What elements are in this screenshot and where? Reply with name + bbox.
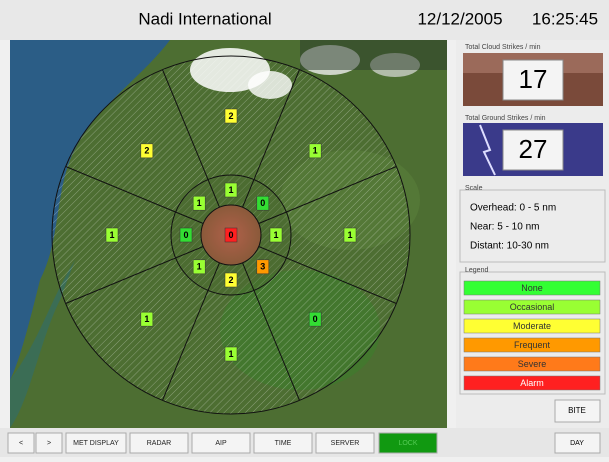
cloud-box — [502, 59, 564, 101]
sector-divider — [162, 262, 220, 401]
sector-count: 2 — [228, 275, 233, 285]
sector-count-box — [179, 227, 193, 243]
sector-count: 3 — [260, 262, 265, 272]
toolbar-button[interactable] — [65, 432, 127, 454]
scale-title: Scale — [465, 185, 483, 192]
sector-count-box — [192, 259, 206, 275]
sector-count-box — [308, 311, 322, 327]
toolbar-button[interactable] — [191, 432, 251, 454]
bite-button[interactable] — [554, 399, 601, 423]
legend-label: Severe — [518, 359, 547, 369]
sector-count: 1 — [347, 230, 352, 240]
day-label[interactable]: DAY — [570, 440, 584, 447]
time: 16:25:45 — [532, 9, 598, 28]
sector-count-box — [224, 227, 238, 243]
ground-count: 27 — [519, 134, 548, 164]
toolbar-button[interactable] — [378, 432, 438, 454]
sector-count: 1 — [313, 146, 318, 156]
sector-divider — [162, 69, 220, 208]
day-button[interactable] — [554, 432, 601, 454]
legend-title: Legend — [465, 267, 488, 274]
sector-divider — [242, 262, 300, 401]
sector-count-box — [308, 143, 322, 159]
sector-count: 2 — [144, 146, 149, 156]
cloud-count: 17 — [519, 64, 548, 94]
sector-count: 1 — [109, 230, 114, 240]
legend-box — [459, 271, 606, 395]
date: 12/12/2005 — [417, 9, 502, 28]
sector-count: 1 — [273, 230, 278, 240]
legend-label: Moderate — [513, 321, 551, 331]
scale-item: Distant: 10-30 nm — [470, 241, 549, 252]
legend-label: Alarm — [520, 378, 544, 388]
sector-count-box — [192, 195, 206, 211]
sector-count-box — [224, 108, 238, 124]
sector-divider — [242, 69, 300, 208]
sector-count: 0 — [183, 230, 188, 240]
toolbar-button[interactable] — [35, 432, 63, 454]
radar-overlay: 2 1 1 0 1 1 1 2 1 0 1 3 2 1 0 1 0 — [51, 55, 411, 415]
sector-count-box — [105, 227, 119, 243]
toolbar-button-label[interactable]: LOCK — [398, 440, 417, 447]
sector-count-box — [269, 227, 283, 243]
sector-count: 0 — [313, 314, 318, 324]
legend-swatch — [463, 280, 601, 296]
toolbar-button-label[interactable]: AIP — [215, 440, 227, 447]
sector-count: 1 — [197, 262, 202, 272]
ground-label: Total Ground Strikes / min — [465, 115, 546, 122]
title: Nadi International — [138, 9, 271, 28]
legend-swatch — [463, 337, 601, 353]
toolbar-button[interactable] — [129, 432, 189, 454]
sector-count: 0 — [228, 230, 233, 240]
legend-label: Frequent — [514, 340, 551, 350]
toolbar-button-label[interactable]: > — [47, 440, 51, 447]
toolbar-button-label[interactable]: SERVER — [331, 440, 360, 447]
legend-swatch — [463, 318, 601, 334]
sector-count-box — [256, 195, 270, 211]
sector-count-box — [140, 311, 154, 327]
sector-divider — [65, 166, 204, 224]
sector-count: 1 — [144, 314, 149, 324]
ground-box — [502, 129, 564, 171]
toolbar-button-label[interactable]: RADAR — [147, 440, 172, 447]
sector-divider — [258, 166, 397, 224]
legend-swatch — [463, 299, 601, 315]
sector-count-box — [140, 143, 154, 159]
toolbar-button-label[interactable]: < — [19, 440, 23, 447]
sector-count-box — [256, 259, 270, 275]
header-bar — [0, 0, 609, 40]
sector-count: 1 — [228, 185, 233, 195]
sector-count: 1 — [197, 198, 202, 208]
legend-label: Occasional — [510, 302, 555, 312]
cloud-label: Total Cloud Strikes / min — [465, 44, 541, 51]
bite-label[interactable]: BITE — [568, 406, 586, 415]
toolbar-button[interactable] — [253, 432, 313, 454]
sector-count-box — [224, 346, 238, 362]
toolbar-button[interactable] — [315, 432, 375, 454]
toolbar-button[interactable] — [7, 432, 35, 454]
toolbar-button-label[interactable]: MET DISPLAY — [73, 440, 119, 447]
sector-count: 0 — [260, 198, 265, 208]
legend-swatch — [463, 375, 601, 391]
scale-item: Near: 5 - 10 nm — [470, 222, 539, 233]
sector-count: 2 — [228, 111, 233, 121]
sector-divider — [65, 246, 204, 304]
sector-count-box — [224, 182, 238, 198]
toolbar-button-label[interactable]: TIME — [275, 440, 292, 447]
scale-box — [459, 189, 606, 263]
sector-count: 1 — [228, 349, 233, 359]
legend-swatch — [463, 356, 601, 372]
sector-count-box — [224, 272, 238, 288]
legend-label: None — [521, 283, 543, 293]
sector-count-box — [343, 227, 357, 243]
sector-divider — [258, 246, 397, 304]
scale-item: Overhead: 0 - 5 nm — [470, 203, 556, 214]
